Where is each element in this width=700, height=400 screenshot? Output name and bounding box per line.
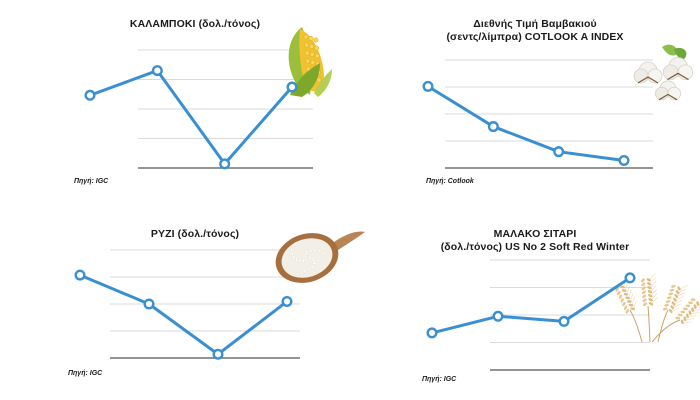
data-point xyxy=(219,158,231,170)
chart-title: ΡΥΖΙ (δολ./τόνος) xyxy=(150,228,240,240)
chart-subtitle: (σεντς/λίμπρα) COTLOOK A INDEX xyxy=(446,31,624,43)
rice-spoon-illustration xyxy=(275,231,365,283)
data-point xyxy=(286,81,298,93)
corn-cob-illustration xyxy=(288,27,332,97)
chart-subtitle: (δολ./τόνος) US No 2 Soft Red Winter xyxy=(440,241,630,253)
data-point xyxy=(426,327,438,339)
chart-plot xyxy=(426,259,700,371)
wheat-ears-illustration xyxy=(615,273,700,343)
chart-source: Πηγή: IGC xyxy=(68,370,103,377)
data-point xyxy=(558,315,570,327)
chart-panel-wheat: ΜΑΛΑΚΟ ΣΙΤΑΡΙ (δολ./τόνος) US No 2 Soft … xyxy=(410,220,700,395)
chart-source: Πηγή: IGC xyxy=(74,178,109,185)
data-point xyxy=(492,310,504,322)
chart-source: Πηγή: IGC xyxy=(422,376,457,383)
chart-panel-corn: ΚΑΛΑΜΠΟΚΙ (δολ./τόνος) Πηγή: IGC xyxy=(60,10,332,190)
chart-title: Διεθνής Τιμή Βαμβακιού xyxy=(473,18,597,30)
chart-panel-cotton: Διεθνής Τιμή Βαμβακιού (σεντς/λίμπρα) CO… xyxy=(410,10,694,190)
chart-panel-rice: ΡΥΖΙ (δολ./τόνος) Πηγή: IGC xyxy=(60,220,365,390)
chart-plot xyxy=(84,27,332,170)
data-point xyxy=(212,348,224,360)
data-point xyxy=(553,146,565,158)
series-line xyxy=(79,273,288,356)
chart-title: ΜΑΛΑΚΟ ΣΙΤΑΡΙ xyxy=(493,228,577,240)
chart-plot xyxy=(422,44,694,169)
data-point xyxy=(624,272,636,284)
data-point xyxy=(151,65,163,77)
chart-source: Πηγή: Cotlook xyxy=(426,178,474,185)
series-line xyxy=(431,276,631,335)
chart-plot xyxy=(74,231,365,360)
chart-title: ΚΑΛΑΜΠΟΚΙ (δολ./τόνος) xyxy=(129,18,261,30)
data-point xyxy=(618,154,630,166)
data-point xyxy=(422,80,434,92)
data-point xyxy=(281,295,293,307)
data-point xyxy=(84,89,96,101)
data-point xyxy=(74,269,86,281)
data-point xyxy=(487,121,499,133)
data-point xyxy=(143,298,155,310)
cotton-bolls-illustration xyxy=(633,44,694,101)
series-line xyxy=(427,85,625,162)
series-line xyxy=(89,69,294,166)
